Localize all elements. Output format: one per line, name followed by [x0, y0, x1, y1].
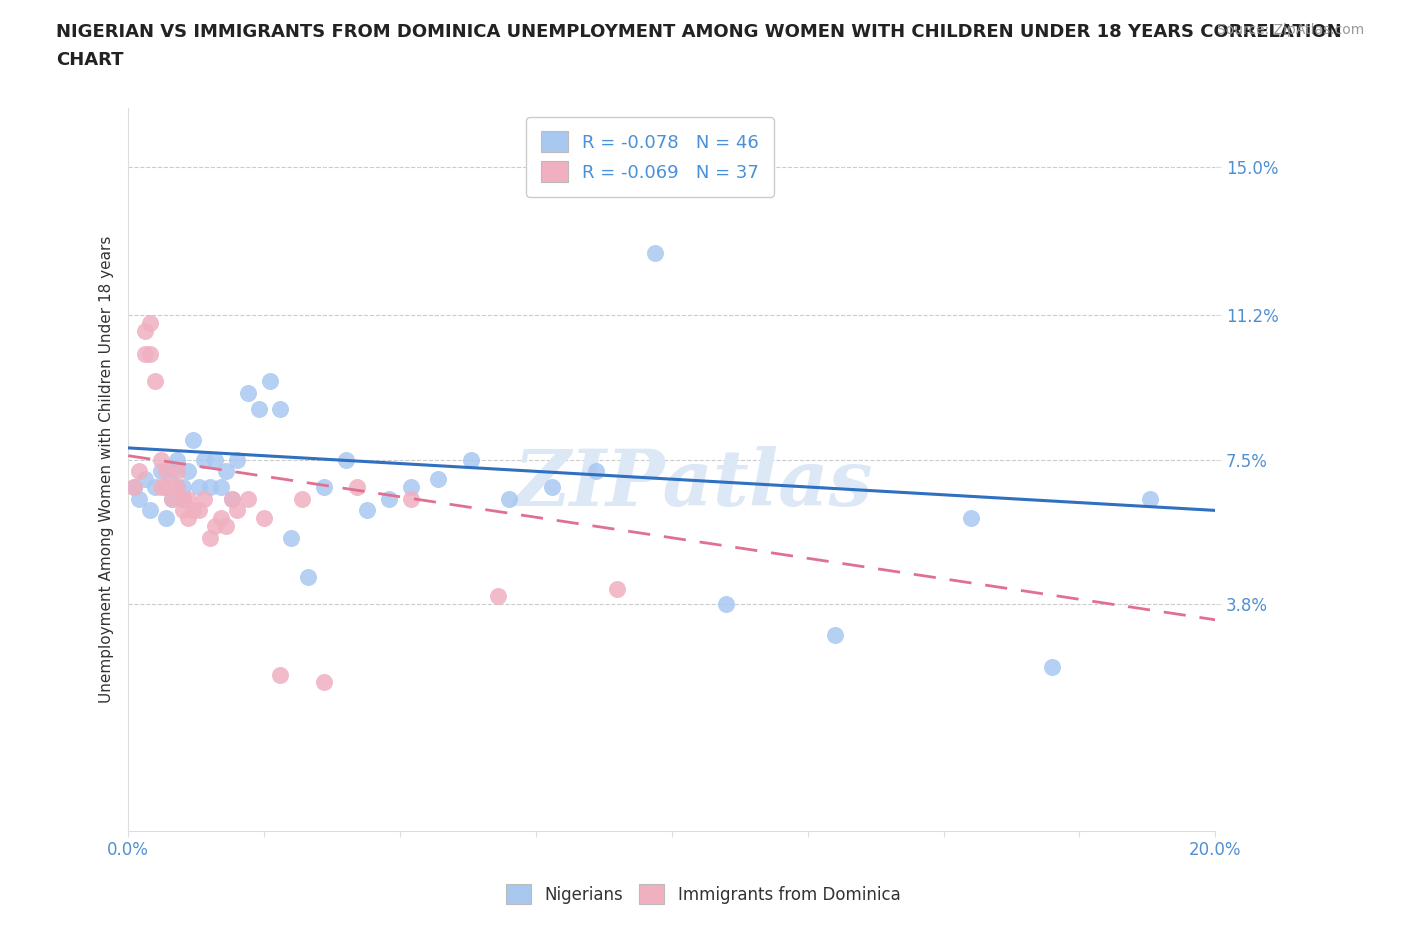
- Point: [312, 480, 335, 495]
- Point: [226, 503, 249, 518]
- Point: [155, 464, 177, 479]
- Point: [269, 667, 291, 682]
- Point: [160, 491, 183, 506]
- Y-axis label: Unemployment Among Women with Children Under 18 years: Unemployment Among Women with Children U…: [100, 235, 114, 703]
- Point: [134, 472, 156, 486]
- Point: [172, 491, 194, 506]
- Point: [149, 452, 172, 467]
- Legend: Nigerians, Immigrants from Dominica: Nigerians, Immigrants from Dominica: [492, 871, 914, 917]
- Point: [155, 480, 177, 495]
- Point: [166, 480, 188, 495]
- Point: [166, 452, 188, 467]
- Point: [247, 402, 270, 417]
- Point: [187, 480, 209, 495]
- Point: [209, 480, 232, 495]
- Point: [460, 452, 482, 467]
- Point: [160, 480, 183, 495]
- Point: [172, 480, 194, 495]
- Point: [486, 589, 509, 604]
- Point: [198, 530, 221, 545]
- Point: [541, 480, 564, 495]
- Point: [253, 511, 276, 525]
- Point: [644, 246, 666, 260]
- Point: [122, 480, 145, 495]
- Point: [346, 480, 368, 495]
- Point: [134, 347, 156, 362]
- Point: [134, 324, 156, 339]
- Text: ZIPatlas: ZIPatlas: [513, 445, 873, 522]
- Point: [824, 628, 846, 643]
- Text: CHART: CHART: [56, 51, 124, 69]
- Point: [172, 491, 194, 506]
- Point: [166, 480, 188, 495]
- Point: [291, 491, 314, 506]
- Point: [177, 491, 200, 506]
- Point: [193, 452, 215, 467]
- Point: [215, 464, 238, 479]
- Point: [177, 511, 200, 525]
- Point: [160, 491, 183, 506]
- Point: [128, 491, 150, 506]
- Point: [149, 464, 172, 479]
- Point: [221, 491, 243, 506]
- Point: [155, 480, 177, 495]
- Text: NIGERIAN VS IMMIGRANTS FROM DOMINICA UNEMPLOYMENT AMONG WOMEN WITH CHILDREN UNDE: NIGERIAN VS IMMIGRANTS FROM DOMINICA UNE…: [56, 23, 1341, 41]
- Point: [122, 480, 145, 495]
- Point: [215, 519, 238, 534]
- Point: [427, 472, 450, 486]
- Point: [585, 464, 607, 479]
- Point: [160, 464, 183, 479]
- Point: [269, 402, 291, 417]
- Point: [606, 581, 628, 596]
- Text: Source: ZipAtlas.com: Source: ZipAtlas.com: [1216, 23, 1364, 37]
- Point: [183, 432, 205, 447]
- Point: [378, 491, 401, 506]
- Point: [297, 569, 319, 584]
- Point: [198, 480, 221, 495]
- Legend: R = -0.078   N = 46, R = -0.069   N = 37: R = -0.078 N = 46, R = -0.069 N = 37: [526, 117, 773, 196]
- Point: [172, 503, 194, 518]
- Point: [139, 347, 162, 362]
- Point: [209, 511, 232, 525]
- Point: [280, 530, 302, 545]
- Point: [236, 491, 259, 506]
- Point: [399, 491, 422, 506]
- Point: [1139, 491, 1161, 506]
- Point: [399, 480, 422, 495]
- Point: [149, 480, 172, 495]
- Point: [221, 491, 243, 506]
- Point: [236, 386, 259, 401]
- Point: [1040, 659, 1063, 674]
- Point: [139, 503, 162, 518]
- Point: [145, 374, 167, 389]
- Point: [226, 452, 249, 467]
- Point: [356, 503, 378, 518]
- Point: [204, 452, 226, 467]
- Point: [128, 464, 150, 479]
- Point: [204, 519, 226, 534]
- Point: [187, 503, 209, 518]
- Point: [259, 374, 281, 389]
- Point: [155, 511, 177, 525]
- Point: [145, 480, 167, 495]
- Point: [193, 491, 215, 506]
- Point: [166, 464, 188, 479]
- Point: [139, 315, 162, 330]
- Point: [312, 675, 335, 690]
- Point: [183, 503, 205, 518]
- Point: [498, 491, 520, 506]
- Point: [335, 452, 357, 467]
- Point: [959, 511, 981, 525]
- Point: [177, 464, 200, 479]
- Point: [714, 597, 737, 612]
